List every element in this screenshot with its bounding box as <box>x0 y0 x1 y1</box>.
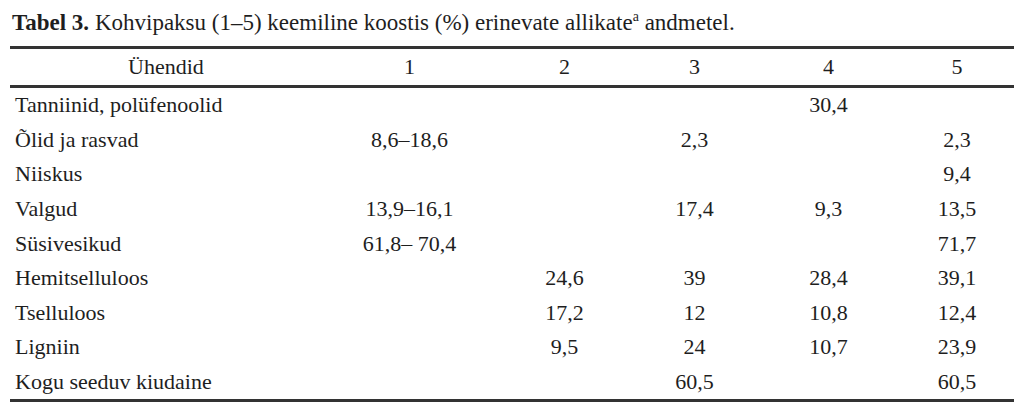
value-cell <box>497 157 632 192</box>
value-cell: 39 <box>632 261 757 296</box>
row-label: Õlid ja rasvad <box>10 123 322 158</box>
value-cell: 39,1 <box>900 261 1014 296</box>
column-header-compounds: Ühendid <box>10 48 322 87</box>
value-cell <box>322 296 497 331</box>
row-label: Tanniinid, polüfenoolid <box>10 87 322 123</box>
value-cell <box>632 87 757 123</box>
value-cell <box>757 226 900 261</box>
table-caption-number: Tabel 3. <box>12 10 89 35</box>
value-cell: 61,8– 70,4 <box>322 226 497 261</box>
value-cell: 2,3 <box>900 123 1014 158</box>
value-cell <box>632 226 757 261</box>
value-cell <box>497 365 632 401</box>
value-cell <box>757 365 900 401</box>
value-cell: 60,5 <box>900 365 1014 401</box>
value-cell: 17,2 <box>497 296 632 331</box>
value-cell <box>497 87 632 123</box>
table-caption-tail: andmetel. <box>645 10 735 35</box>
column-header-source-4: 4 <box>757 48 900 87</box>
table-row: Niiskus 9,4 <box>10 157 1014 192</box>
table-row: Tanniinid, polüfenoolid 30,4 <box>10 87 1014 123</box>
row-label: Kogu seeduv kiudaine <box>10 365 322 401</box>
row-label: Hemitselluloos <box>10 261 322 296</box>
value-cell: 9,5 <box>497 330 632 365</box>
table-row: Ligniin 9,5 24 10,7 23,9 <box>10 330 1014 365</box>
column-header-source-3: 3 <box>632 48 757 87</box>
table-row: Õlid ja rasvad 8,6–18,6 2,3 2,3 <box>10 123 1014 158</box>
value-cell <box>497 192 632 227</box>
table-row: Valgud 13,9–16,1 17,4 9,3 13,5 <box>10 192 1014 227</box>
value-cell: 2,3 <box>632 123 757 158</box>
row-label: Tselluloos <box>10 296 322 331</box>
value-cell: 13,9–16,1 <box>322 192 497 227</box>
value-cell <box>632 157 757 192</box>
row-label: Valgud <box>10 192 322 227</box>
value-cell: 28,4 <box>757 261 900 296</box>
value-cell: 17,4 <box>632 192 757 227</box>
value-cell: 24,6 <box>497 261 632 296</box>
value-cell: 9,4 <box>900 157 1014 192</box>
value-cell <box>900 87 1014 123</box>
value-cell <box>757 123 900 158</box>
value-cell: 10,8 <box>757 296 900 331</box>
paper-page: Tabel 3. Kohvipaksu (1–5) keemiline koos… <box>0 0 1024 402</box>
table-caption: Tabel 3. Kohvipaksu (1–5) keemiline koos… <box>10 4 1014 46</box>
footnote-marker: a <box>633 9 639 24</box>
column-header-source-1: 1 <box>322 48 497 87</box>
value-cell <box>322 365 497 401</box>
value-cell: 13,5 <box>900 192 1014 227</box>
row-label: Ligniin <box>10 330 322 365</box>
table-caption-text: Kohvipaksu (1–5) keemiline koostis (%) e… <box>95 10 633 35</box>
header-row: Ühendid 1 2 3 4 5 <box>10 48 1014 87</box>
value-cell: 8,6–18,6 <box>322 123 497 158</box>
value-cell: 12,4 <box>900 296 1014 331</box>
composition-table: Ühendid 1 2 3 4 5 Tanniinid, polüfenooli… <box>10 46 1014 402</box>
table-row: Kogu seeduv kiudaine 60,5 60,5 <box>10 365 1014 401</box>
row-label: Süsivesikud <box>10 226 322 261</box>
value-cell <box>757 157 900 192</box>
column-header-source-5: 5 <box>900 48 1014 87</box>
value-cell: 24 <box>632 330 757 365</box>
value-cell: 12 <box>632 296 757 331</box>
value-cell <box>322 330 497 365</box>
value-cell: 23,9 <box>900 330 1014 365</box>
value-cell: 30,4 <box>757 87 900 123</box>
value-cell: 71,7 <box>900 226 1014 261</box>
table-row: Süsivesikud 61,8– 70,4 71,7 <box>10 226 1014 261</box>
value-cell: 10,7 <box>757 330 900 365</box>
value-cell <box>497 226 632 261</box>
value-cell <box>497 123 632 158</box>
value-cell: 60,5 <box>632 365 757 401</box>
value-cell <box>322 87 497 123</box>
table-row: Hemitselluloos 24,6 39 28,4 39,1 <box>10 261 1014 296</box>
value-cell: 9,3 <box>757 192 900 227</box>
table-row: Tselluloos 17,2 12 10,8 12,4 <box>10 296 1014 331</box>
value-cell <box>322 157 497 192</box>
value-cell <box>322 261 497 296</box>
column-header-source-2: 2 <box>497 48 632 87</box>
row-label: Niiskus <box>10 157 322 192</box>
